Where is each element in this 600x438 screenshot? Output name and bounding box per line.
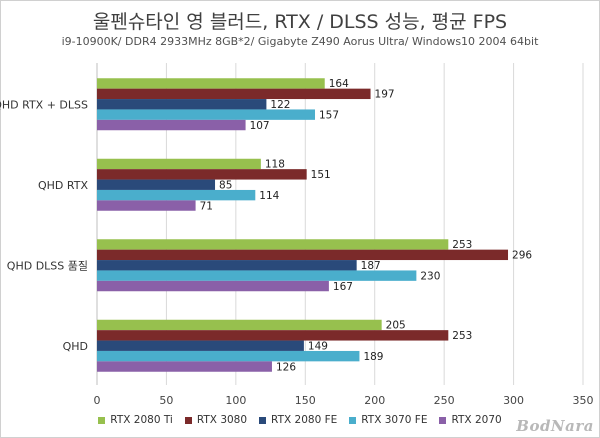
x-tick-label: 300 — [503, 394, 524, 407]
data-label: 118 — [265, 159, 285, 171]
x-tick-label: 250 — [434, 394, 455, 407]
data-label: 151 — [311, 169, 331, 181]
x-tick-label: 200 — [364, 394, 385, 407]
x-tick-label: 0 — [94, 394, 101, 407]
legend-item: RTX 2080 FE — [259, 414, 337, 426]
legend-swatch — [98, 416, 106, 424]
legend: RTX 2080 Ti RTX 3080 RTX 2080 FE RTX 3070 F… — [0, 414, 600, 426]
data-label: 164 — [329, 78, 349, 90]
bar — [97, 88, 371, 100]
x-tick-label: 50 — [159, 394, 173, 407]
legend-swatch — [439, 416, 447, 424]
bar — [97, 189, 256, 201]
data-label: 114 — [259, 190, 279, 202]
data-label: 71 — [200, 200, 213, 212]
data-label: 149 — [308, 340, 328, 352]
legend-item: RTX 3080 — [184, 414, 248, 426]
bar — [97, 169, 307, 180]
legend-item: RTX 2070 — [439, 414, 502, 426]
data-label: 230 — [420, 270, 440, 282]
category-label: QHD DLSS 품질 — [7, 259, 88, 272]
x-tick-label: 100 — [225, 394, 246, 407]
data-label: 126 — [276, 361, 296, 373]
data-label: 197 — [375, 89, 395, 101]
bar — [97, 280, 329, 292]
data-label: 122 — [270, 99, 290, 111]
legend-item: RTX 2080 Ti — [98, 414, 173, 426]
bar — [97, 270, 417, 281]
bar — [97, 361, 272, 372]
data-label: 187 — [361, 260, 381, 272]
bar — [97, 99, 267, 110]
legend-swatch — [349, 416, 357, 424]
data-label: 253 — [452, 330, 472, 342]
bar — [97, 109, 316, 120]
bar — [97, 158, 261, 170]
bar — [97, 78, 325, 89]
data-label: 107 — [250, 120, 270, 132]
chart-title: 울펜슈타인 영 블러드, RTX / DLSS 성능, 평균 FPS — [92, 11, 508, 33]
data-label: 205 — [386, 320, 406, 332]
category-label: QHD RTX + DLSS — [0, 98, 88, 111]
bar-chart: 0 50 100 150 200 250 300 350 QHD RTX + DLSS 164 19… — [0, 63, 594, 407]
legend-item: RTX 3070 FE — [349, 414, 427, 426]
bar — [97, 239, 449, 250]
bar — [97, 200, 196, 211]
data-label: 85 — [219, 179, 232, 191]
data-label: 157 — [319, 109, 339, 121]
x-tick-label: 350 — [573, 394, 594, 407]
legend-label: RTX 3070 FE — [361, 414, 428, 426]
watermark-logo: BodNara — [516, 417, 594, 435]
legend-label: RTX 2080 FE — [271, 414, 338, 426]
legend-label: RTX 2080 Ti — [110, 414, 173, 426]
legend-label: RTX 2070 — [451, 414, 502, 426]
bar — [97, 119, 246, 131]
chart-subtitle: i9-10900K/ DDR4 2933MHz 8GB*2/ Gigabyte … — [61, 35, 539, 48]
data-label: 296 — [512, 250, 532, 262]
bar — [97, 260, 357, 271]
bar — [97, 330, 449, 341]
bar — [97, 319, 382, 331]
legend-swatch — [184, 416, 192, 424]
category-label: QHD RTX — [38, 179, 88, 192]
data-label: 253 — [452, 239, 472, 251]
bar — [97, 340, 304, 351]
bar — [97, 249, 509, 261]
data-label: 167 — [333, 281, 353, 293]
legend-swatch — [259, 416, 267, 424]
bar — [97, 350, 360, 362]
legend-label: RTX 3080 — [196, 414, 248, 426]
bar — [97, 179, 216, 190]
x-tick-label: 150 — [295, 394, 316, 407]
data-label: 189 — [363, 351, 383, 363]
category-label: QHD — [63, 340, 88, 353]
